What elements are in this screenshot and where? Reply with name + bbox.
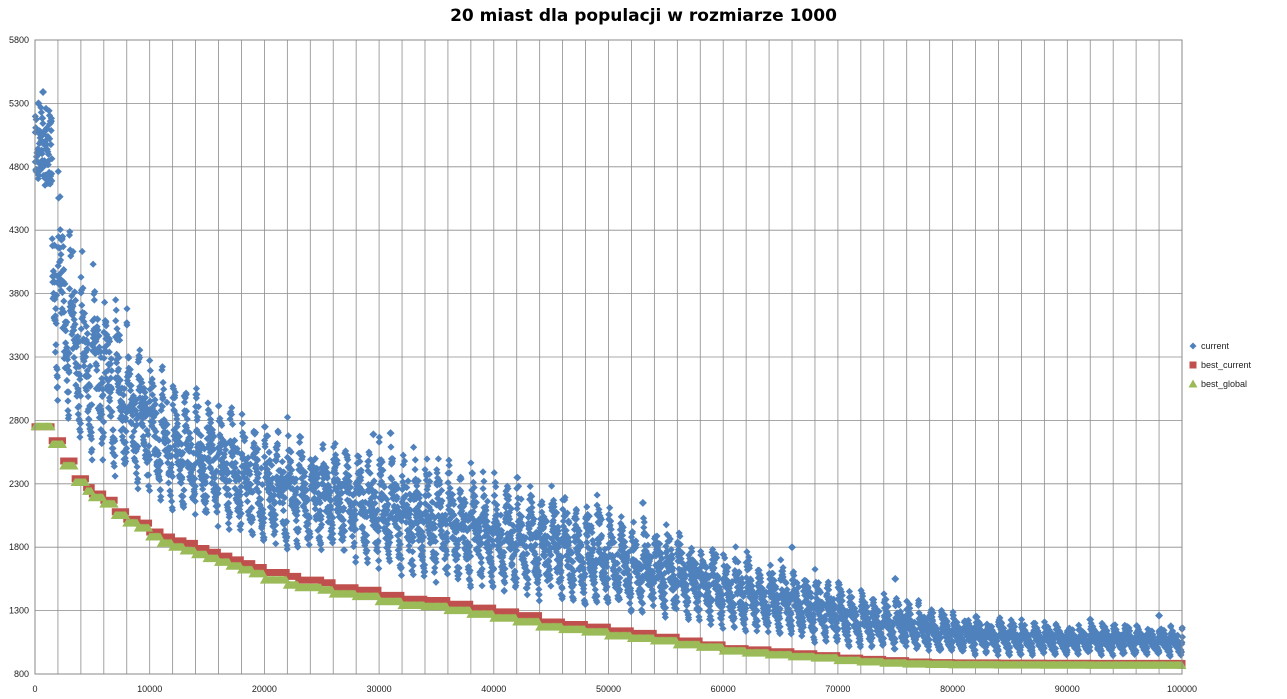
y-tick-label: 1800 <box>9 542 29 552</box>
legend: current best_current best_global <box>1188 341 1252 389</box>
y-tick-label: 3800 <box>9 289 29 299</box>
current-point <box>1155 611 1164 620</box>
y-tick-label: 2800 <box>9 415 29 425</box>
x-axis-ticks: 0 10000 20000 30000 40000 50000 60000 70000 8000… <box>32 684 1197 694</box>
current-point <box>386 429 395 438</box>
y-tick-label: 4300 <box>9 225 29 235</box>
x-tick-label: 30000 <box>367 684 392 694</box>
x-tick-label: 20000 <box>252 684 277 694</box>
legend-label-best_global: best_global <box>1201 379 1247 389</box>
y-tick-label: 2300 <box>9 479 29 489</box>
x-tick-label: 70000 <box>825 684 850 694</box>
current-point <box>1086 615 1095 624</box>
x-tick-label: 60000 <box>711 684 736 694</box>
x-tick-label: 0 <box>32 684 37 694</box>
current-point <box>891 574 900 583</box>
x-tick-label: 40000 <box>481 684 506 694</box>
x-tick-label: 80000 <box>940 684 965 694</box>
y-axis-ticks: 800 1300 1800 2300 2800 3300 3800 4300 4800 5300 5… <box>9 35 29 679</box>
y-tick-label: 5800 <box>9 35 29 45</box>
current-point <box>39 87 48 96</box>
y-tick-label: 5300 <box>9 98 29 108</box>
x-tick-label: 90000 <box>1055 684 1080 694</box>
x-tick-label: 50000 <box>596 684 621 694</box>
y-tick-label: 4800 <box>9 162 29 172</box>
series-current <box>31 87 1187 660</box>
legend-marker-best_current <box>1189 361 1197 369</box>
y-tick-label: 800 <box>14 669 29 679</box>
plot-area-border <box>34 39 1183 675</box>
legend-label-best_current: best_current <box>1201 360 1252 370</box>
x-tick-label: 10000 <box>137 684 162 694</box>
current-points <box>31 103 1187 660</box>
y-tick-label: 3300 <box>9 352 29 362</box>
legend-label-current: current <box>1201 341 1230 351</box>
chart-title: 20 miast dla populacji w rozmiarze 1000 <box>450 6 837 26</box>
y-tick-label: 1300 <box>9 606 29 616</box>
current-point <box>34 99 43 108</box>
legend-marker-best_global <box>1188 379 1198 388</box>
legend-marker-current <box>1189 342 1197 350</box>
current-point <box>788 543 797 552</box>
current-point <box>369 430 378 439</box>
x-tick-label: 100000 <box>1167 684 1197 694</box>
current-point <box>638 498 647 507</box>
